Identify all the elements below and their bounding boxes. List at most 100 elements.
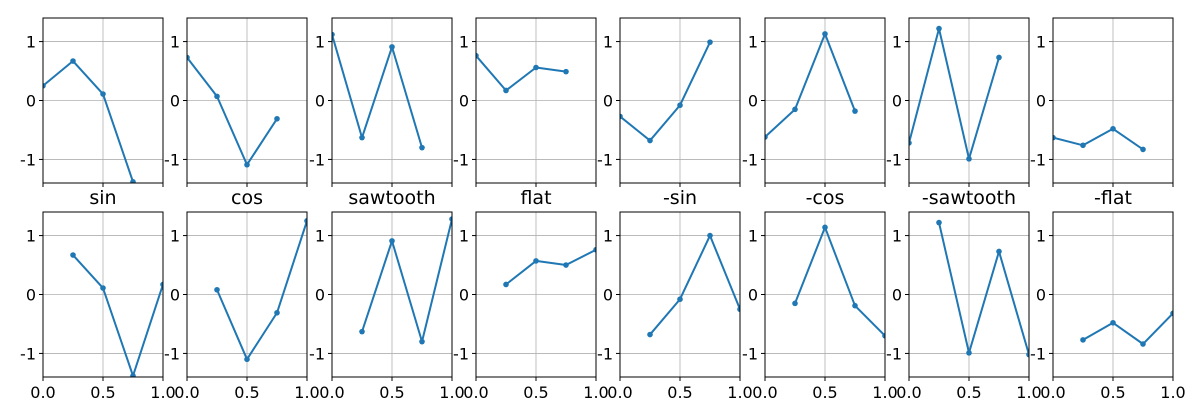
x-tick-label: 0.0 <box>752 383 777 400</box>
series-line <box>43 60 134 183</box>
data-point <box>677 102 683 109</box>
data-point <box>707 232 713 239</box>
series-1 <box>43 58 136 183</box>
chart-title: -sawtooth <box>922 187 1016 209</box>
series-1 <box>332 31 425 151</box>
series-1 <box>1053 125 1146 153</box>
y-tick-label: 1 <box>892 227 902 246</box>
x-tick-label: 1.0 <box>439 383 464 400</box>
data-point <box>100 91 106 97</box>
y-tick-label: -1 <box>20 150 36 169</box>
y-tick-label: 0 <box>1036 286 1046 305</box>
y-tick-label: 0 <box>170 286 180 305</box>
data-point <box>244 356 250 363</box>
data-point <box>449 216 452 222</box>
data-point <box>852 302 858 309</box>
series-line <box>938 222 1029 355</box>
data-point <box>1110 125 1116 132</box>
x-tick-label: 1.0 <box>1016 383 1041 400</box>
y-tick-label: 1 <box>26 227 36 246</box>
y-tick-label: 0 <box>748 92 758 111</box>
y-tick-label: -1 <box>309 344 325 363</box>
series-line <box>794 226 885 337</box>
subplot-13: -1 0 1 0.0 0.5 1.0 -sin <box>597 187 753 400</box>
series-line <box>1082 312 1173 345</box>
y-tick-label: 0 <box>26 92 36 111</box>
y-tick-label: -1 <box>886 150 902 169</box>
subplot-12: -1 0 1 0.0 0.5 1.0 flat <box>453 187 609 400</box>
data-point <box>1170 310 1173 317</box>
subplot-4: -1 0 1 <box>453 17 597 187</box>
y-tick-label: -1 <box>164 150 180 169</box>
y-tick-label: 1 <box>170 33 180 52</box>
series-line <box>476 55 567 92</box>
y-tick-label: 1 <box>459 33 469 52</box>
data-point <box>100 285 106 291</box>
data-point <box>187 54 190 61</box>
y-tick-label: 1 <box>1036 227 1046 246</box>
y-tick-label: 0 <box>459 92 469 111</box>
data-point <box>332 31 335 38</box>
y-tick-label: 1 <box>1036 33 1046 52</box>
data-point <box>737 306 740 313</box>
x-tick-label: 0.0 <box>463 383 488 400</box>
y-tick-label: -1 <box>453 344 469 363</box>
data-point <box>503 281 509 288</box>
y-tick-label: -1 <box>164 344 180 363</box>
data-point <box>822 31 828 37</box>
y-tick-label: 1 <box>603 33 613 52</box>
y-tick-label: 1 <box>315 33 325 52</box>
y-tick-label: 0 <box>315 286 325 305</box>
x-tick-label: 1.0 <box>872 383 897 400</box>
y-tick-label: 0 <box>315 92 325 111</box>
data-point <box>214 93 220 100</box>
data-point <box>359 134 365 141</box>
series-line <box>1053 127 1144 151</box>
series-1 <box>70 252 163 377</box>
y-tick-label: -1 <box>742 150 758 169</box>
data-point <box>389 238 395 244</box>
series-line <box>505 248 596 286</box>
chart-title: flat <box>520 187 551 209</box>
data-point <box>244 161 250 168</box>
series-line <box>216 220 307 361</box>
subplot-7: -1 0 1 <box>886 17 1030 187</box>
y-tick-label: 1 <box>315 227 325 246</box>
y-tick-label: -1 <box>1030 344 1046 363</box>
x-tick-label: 1.0 <box>1160 383 1185 400</box>
subplot-16: -1 0 1 0.0 0.5 1.0 -flat <box>1030 187 1186 400</box>
chart-title: -sin <box>663 187 697 209</box>
series-1 <box>187 54 280 168</box>
series-line <box>361 218 452 343</box>
series-line <box>187 56 278 166</box>
data-point <box>503 87 509 94</box>
data-point <box>882 332 885 339</box>
chart-title: -cos <box>806 187 845 209</box>
data-point <box>419 144 425 151</box>
data-point <box>996 54 1002 61</box>
data-point <box>359 328 365 335</box>
series-1 <box>503 246 596 288</box>
series-1 <box>359 216 452 345</box>
y-tick-label: 0 <box>459 286 469 305</box>
y-tick-label: 1 <box>170 227 180 246</box>
data-point <box>1110 319 1116 326</box>
x-tick-label: 0.5 <box>812 383 837 400</box>
series-line <box>620 41 711 142</box>
series-1 <box>647 232 740 338</box>
x-tick-label: 1.0 <box>150 383 175 400</box>
x-tick-label: 0.0 <box>319 383 344 400</box>
data-point <box>130 373 136 377</box>
subplot-5: -1 0 1 <box>597 17 741 187</box>
subplot-8: -1 0 1 <box>1030 17 1174 187</box>
data-point <box>822 224 828 231</box>
data-point <box>707 39 713 45</box>
y-tick-label: 0 <box>1036 92 1046 111</box>
y-tick-label: -1 <box>597 344 613 363</box>
subplot-10: -1 0 1 0.0 0.5 1.0 cos <box>164 187 320 400</box>
y-tick-label: 0 <box>26 286 36 305</box>
x-tick-label: 0.5 <box>234 383 259 400</box>
data-point <box>936 219 942 226</box>
y-tick-label: -1 <box>453 150 469 169</box>
